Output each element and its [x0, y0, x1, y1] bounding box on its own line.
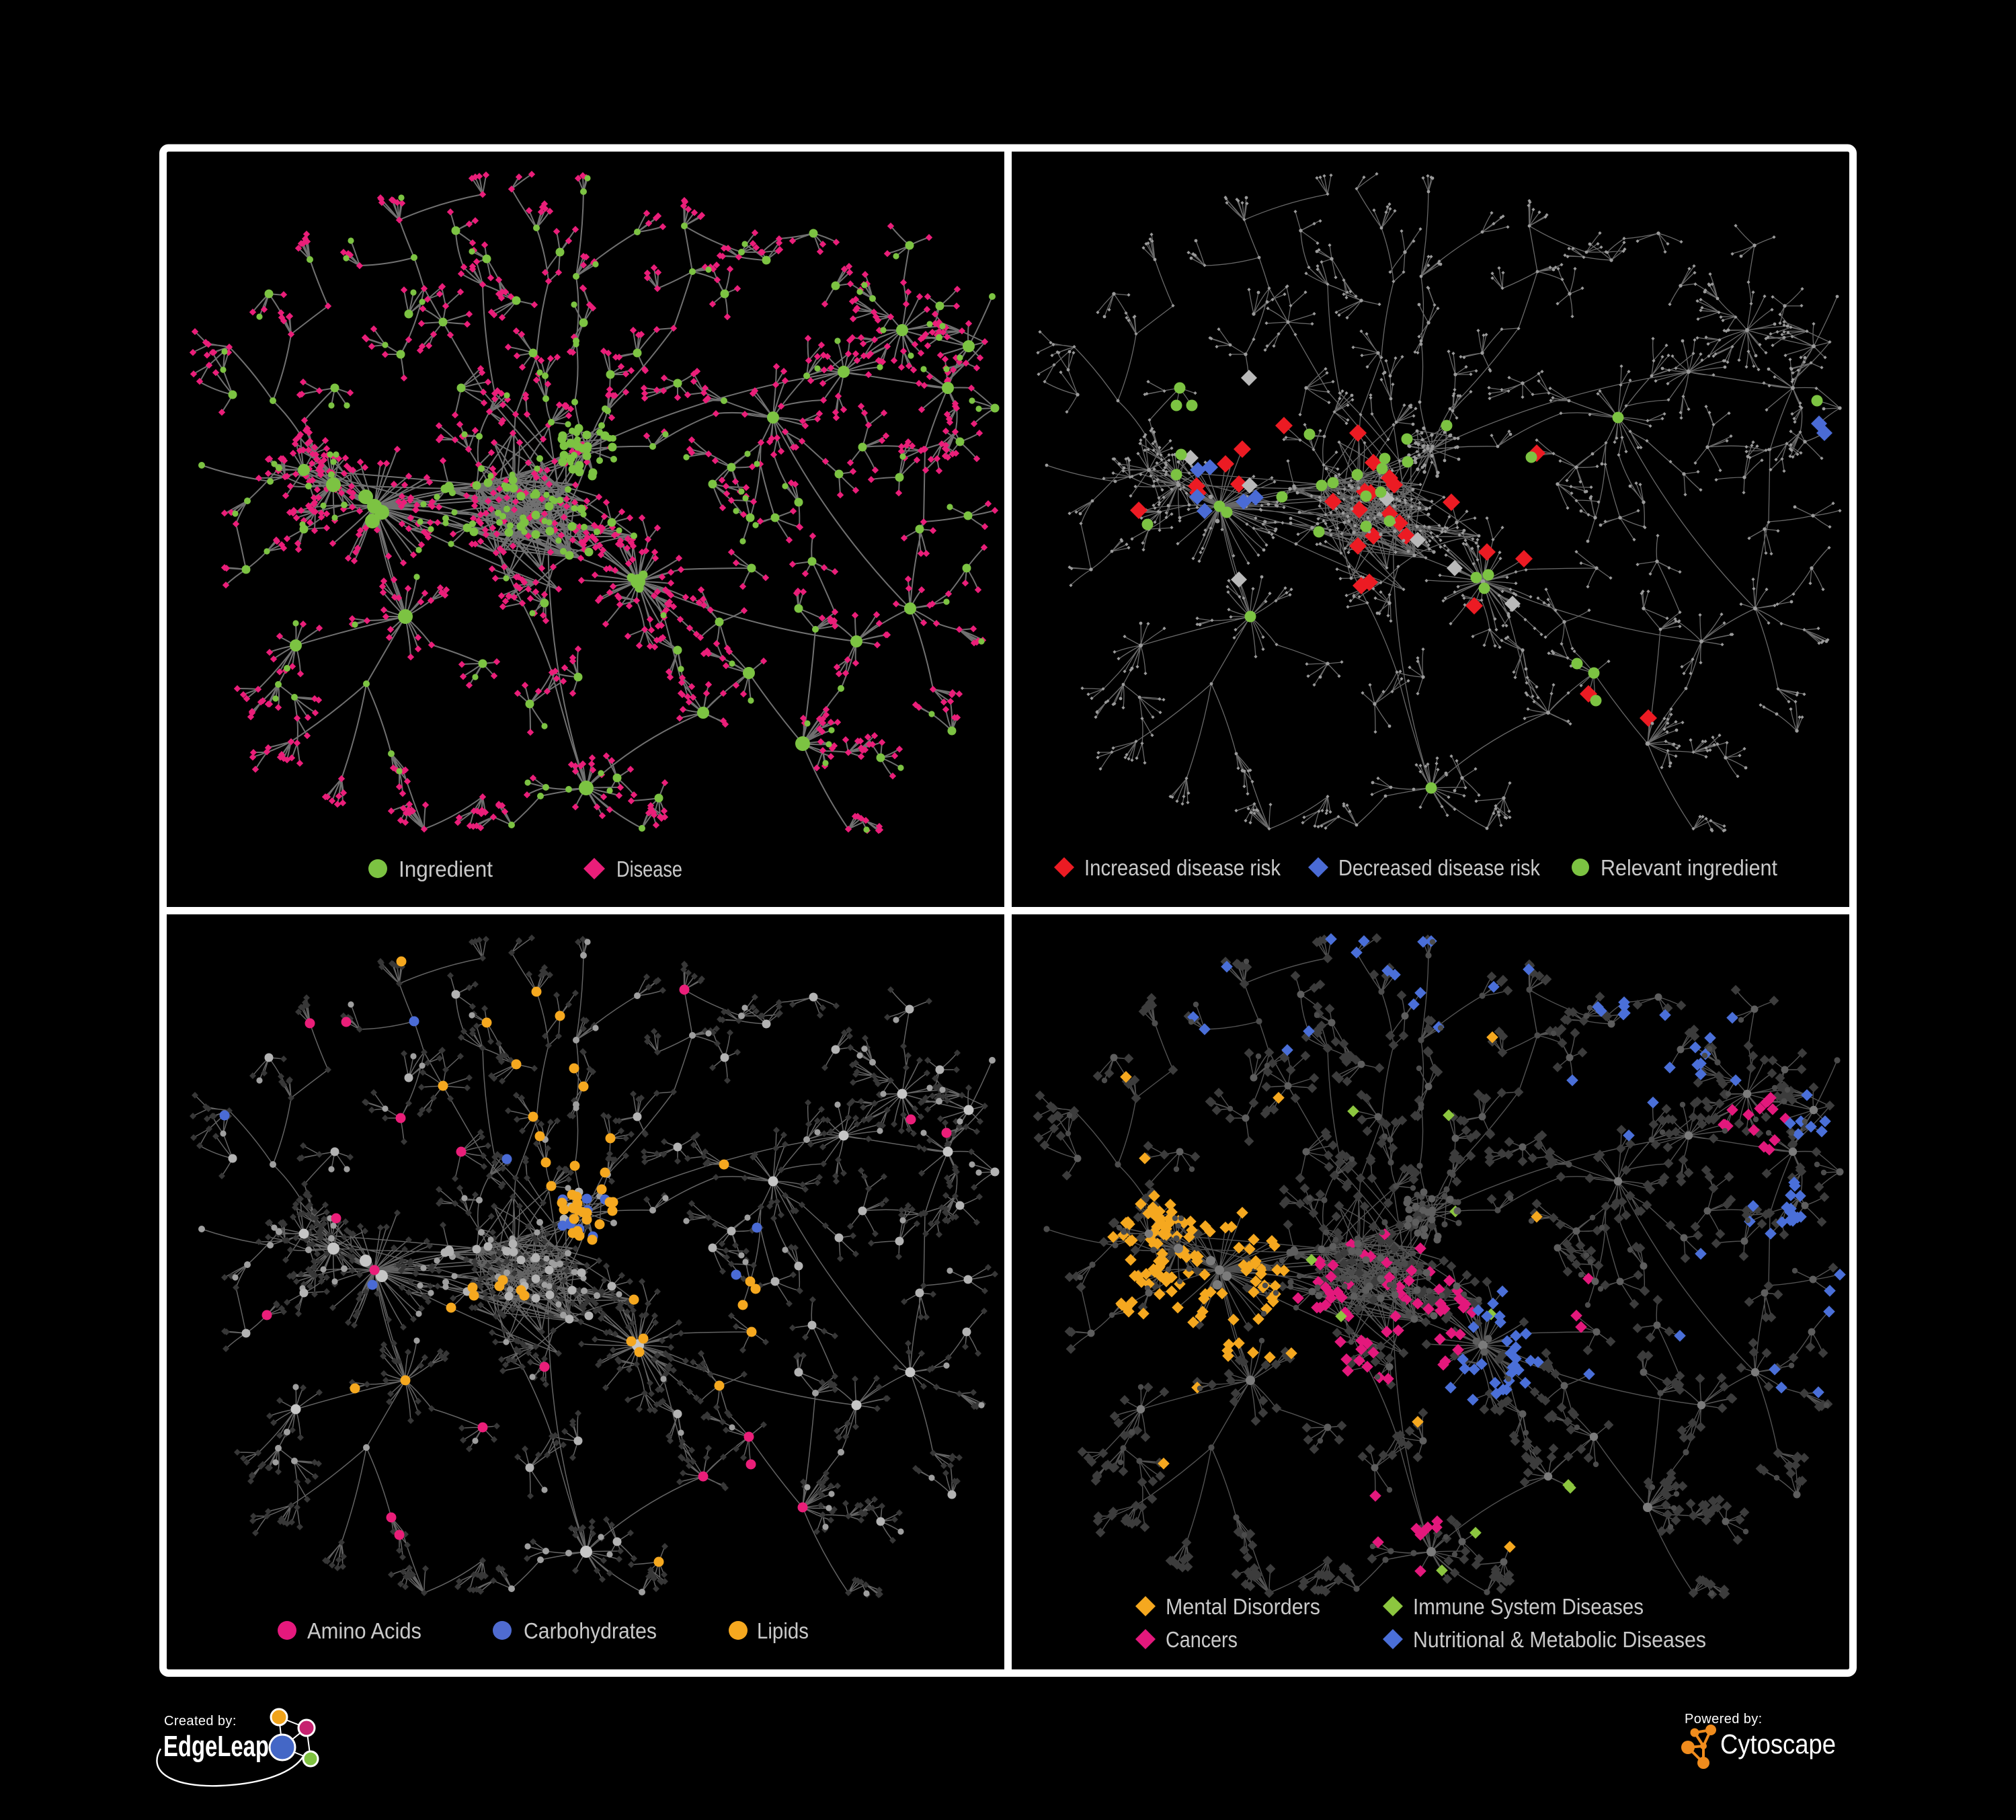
svg-text:Decreased disease risk: Decreased disease risk	[1338, 855, 1540, 880]
svg-text:Relevant ingredient: Relevant ingredient	[1601, 855, 1777, 880]
svg-text:Disease: Disease	[616, 857, 682, 881]
svg-text:Cytoscape: Cytoscape	[1720, 1729, 1836, 1759]
svg-text:Increased disease risk: Increased disease risk	[1084, 855, 1281, 880]
svg-text:EdgeLeap: EdgeLeap	[163, 1730, 269, 1763]
svg-text:Nutritional & Metabolic Diseas: Nutritional & Metabolic Diseases	[1413, 1627, 1706, 1652]
svg-text:Cancers: Cancers	[1166, 1627, 1238, 1652]
svg-text:Immune System Diseases: Immune System Diseases	[1413, 1594, 1644, 1619]
svg-text:Created by:: Created by:	[164, 1714, 237, 1729]
svg-text:Amino Acids: Amino Acids	[307, 1618, 421, 1643]
svg-text:Lipids: Lipids	[757, 1618, 809, 1643]
svg-text:Carbohydrates: Carbohydrates	[524, 1618, 657, 1643]
svg-text:Ingredient: Ingredient	[399, 857, 493, 881]
svg-text:Powered by:: Powered by:	[1685, 1712, 1763, 1727]
svg-text:Mental Disorders: Mental Disorders	[1166, 1594, 1320, 1619]
